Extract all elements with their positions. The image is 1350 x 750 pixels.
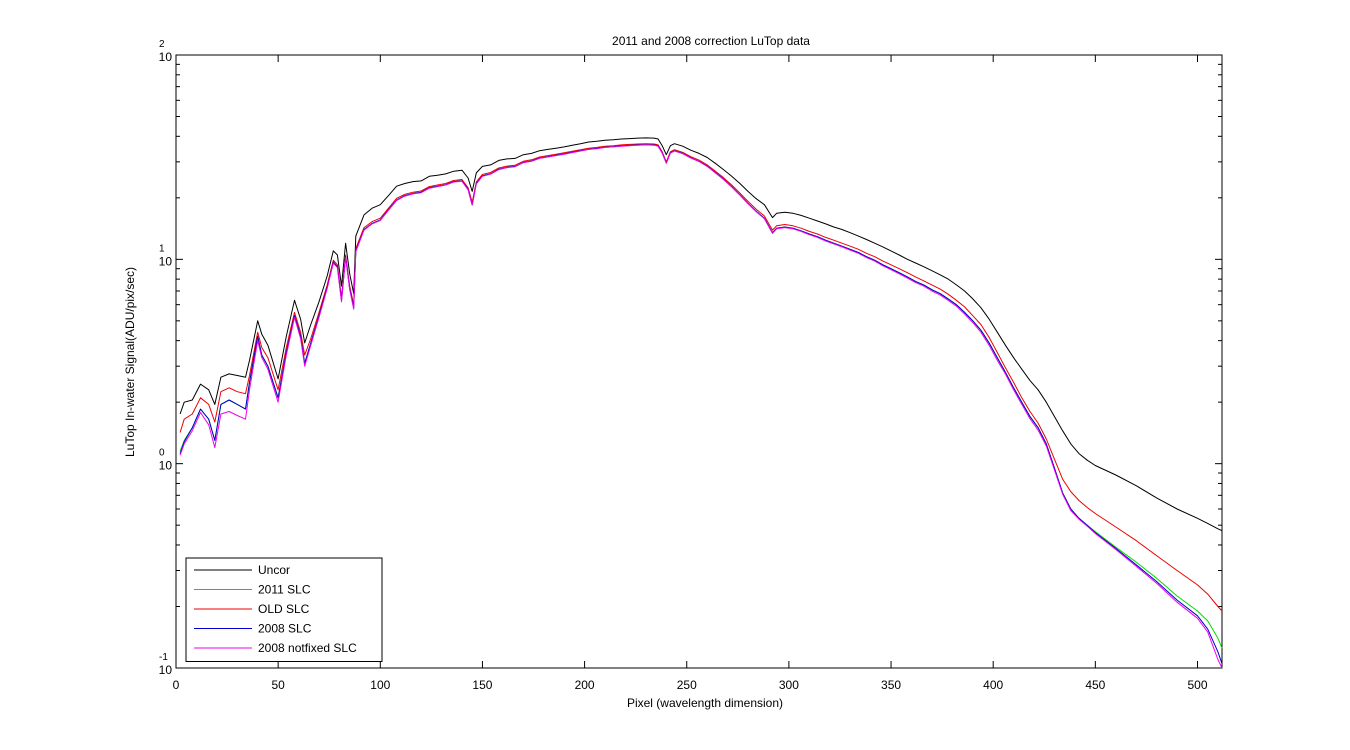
series-layer [179,137,1223,669]
y-tick-label-exponent: 1 [159,243,165,254]
x-tick-label: 0 [173,678,180,692]
x-tick-label: 100 [370,678,390,692]
y-tick-label-base: 10 [159,663,173,677]
legend: Uncor 2011 SLC OLD SLC 2008 SLC 2008 notfixe… [185,557,383,662]
chart-title: 2011 and 2008 correction LuTop data [612,34,810,48]
plot-axes: 0 50 100 150 200 250 300 350 400 450 50010-1100101… [159,39,1223,692]
x-tick-label: 300 [779,678,799,692]
legend-entry-label: 2008 notfixed SLC [258,641,357,655]
x-tick-label: 350 [881,678,901,692]
series-line-uncor [179,137,1223,532]
y-tick-label-exponent: 0 [159,448,165,459]
legend-box [185,557,383,662]
legend-entry-label: 2011 SLC [258,583,311,597]
y-tick-label-exponent: 2 [159,39,165,50]
x-tick-label: 50 [271,678,285,692]
x-tick-label: 400 [983,678,1003,692]
y-axis-label: LuTop In-water Signal(ADU/pix/sec) [123,267,137,457]
x-tick-label: 500 [1187,678,1207,692]
legend-entry-label: OLD SLC [258,602,310,616]
legend-entry-label: Uncor [258,563,290,577]
y-tick-label-base: 10 [159,50,173,64]
x-tick-label: 150 [472,678,492,692]
x-tick-label: 450 [1085,678,1105,692]
x-tick-label: 250 [677,678,697,692]
x-tick-label: 200 [575,678,595,692]
x-axis-label: Pixel (wavelength dimension) [627,696,783,710]
y-tick-label-base: 10 [159,459,173,473]
series-line-2008-notfixed-slc [179,144,1223,669]
y-tick-label-base: 10 [159,254,173,268]
legend-entry-label: 2008 SLC [258,622,312,636]
y-tick-label-exponent: -1 [159,652,168,663]
plot-frame [175,54,1223,669]
